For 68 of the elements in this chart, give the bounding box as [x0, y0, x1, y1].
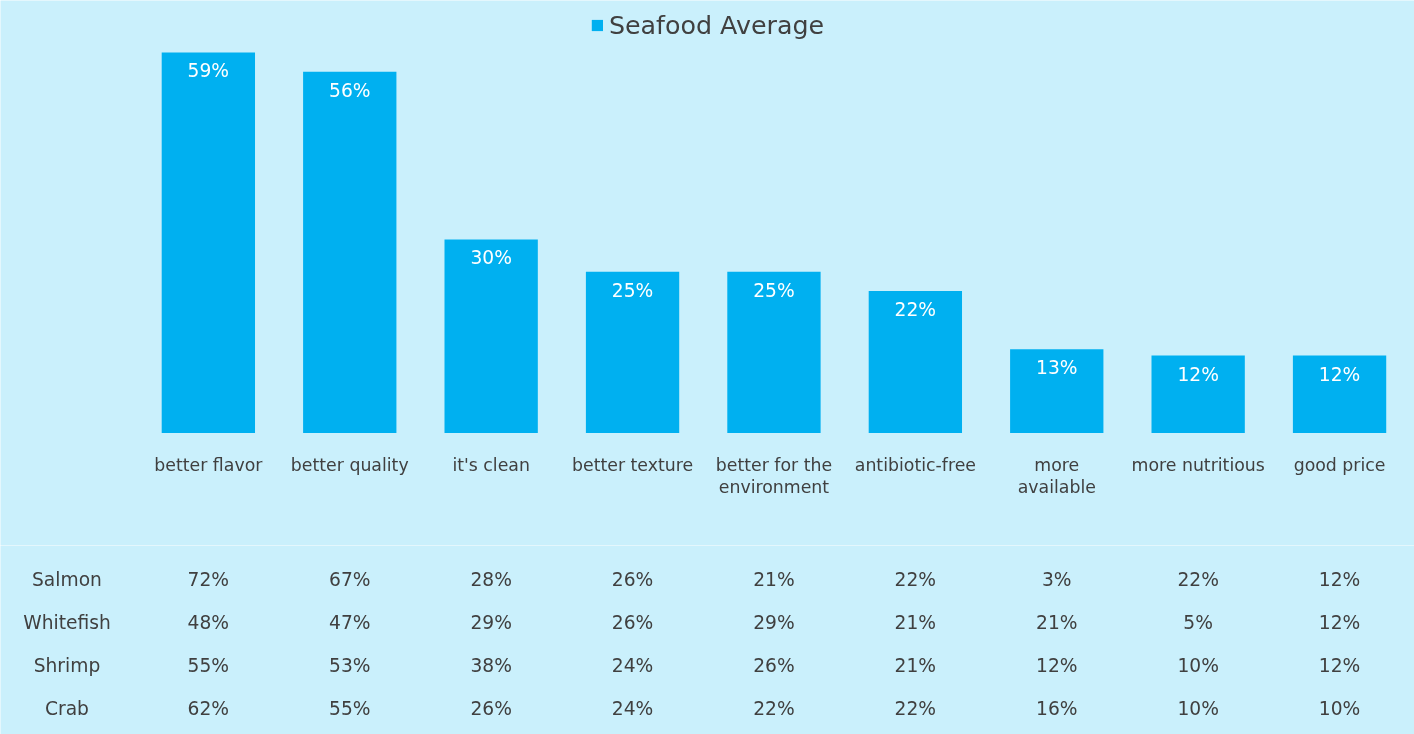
text: Whitefish — [23, 612, 111, 634]
data-label: 59% — [187, 60, 230, 82]
text: 26% — [611, 569, 654, 591]
text: 55% — [187, 655, 230, 677]
legend-label: Seafood Average — [608, 10, 825, 40]
text: 16% — [1036, 698, 1078, 720]
bar — [868, 291, 963, 434]
text: Salmon — [32, 569, 102, 591]
text: 26% — [753, 655, 795, 677]
text: 72% — [187, 569, 230, 591]
text: 24% — [611, 655, 654, 677]
x-tick-label: antibiotic-free — [854, 454, 976, 475]
text: 28% — [470, 569, 512, 591]
text: 3% — [1041, 569, 1072, 591]
bar — [1010, 349, 1104, 434]
bar — [1151, 355, 1245, 434]
bar — [161, 52, 256, 434]
text: Shrimp — [33, 655, 101, 677]
text: 22% — [894, 569, 937, 591]
text: 21% — [894, 655, 937, 677]
text: 21% — [894, 612, 937, 634]
x-tick-label: better texture — [571, 454, 694, 475]
bar — [303, 71, 397, 434]
text: 29% — [470, 612, 512, 634]
x-tick-label: more available — [1017, 454, 1096, 497]
x-tick-label: better for the environment — [715, 454, 833, 497]
text: 12% — [1318, 569, 1361, 591]
text: 38% — [470, 655, 512, 677]
text: 67% — [329, 569, 371, 591]
data-label: 22% — [894, 299, 937, 321]
x-tick-label: it's clean — [452, 454, 530, 475]
text: 10% — [1318, 698, 1361, 720]
data-label: 13% — [1036, 357, 1078, 379]
text: 21% — [1036, 612, 1078, 634]
text: 53% — [329, 655, 371, 677]
text: 29% — [753, 612, 795, 634]
data-label: 56% — [329, 79, 371, 101]
text: 22% — [753, 698, 795, 720]
bar — [727, 271, 821, 434]
text: 21% — [753, 569, 795, 591]
text: 47% — [329, 612, 371, 634]
data-label: 25% — [753, 279, 795, 301]
text: 62% — [187, 698, 230, 720]
text: 5% — [1183, 612, 1213, 634]
text: 48% — [187, 612, 230, 634]
data-label: 12% — [1177, 363, 1219, 385]
x-tick-label: better quality — [290, 454, 409, 475]
bar — [1292, 355, 1387, 434]
text: 10% — [1177, 655, 1219, 677]
bar — [585, 271, 680, 434]
text: 55% — [329, 698, 371, 720]
x-tick-label: more nutritious — [1131, 454, 1265, 475]
text: 26% — [470, 698, 512, 720]
text: 10% — [1177, 698, 1219, 720]
text: 12% — [1036, 655, 1078, 677]
data-label: 30% — [470, 247, 512, 269]
x-tick-label: better flavor — [154, 454, 264, 475]
text: 12% — [1318, 655, 1361, 677]
text: Crab — [44, 698, 89, 720]
bar — [444, 239, 538, 434]
data-label: 25% — [611, 279, 654, 301]
text: 26% — [611, 612, 654, 634]
text: 22% — [894, 698, 937, 720]
text: 22% — [1177, 569, 1219, 591]
text: 12% — [1318, 612, 1361, 634]
text: 24% — [611, 698, 654, 720]
x-tick-label: good price — [1293, 454, 1386, 475]
data-label: 12% — [1318, 363, 1361, 385]
